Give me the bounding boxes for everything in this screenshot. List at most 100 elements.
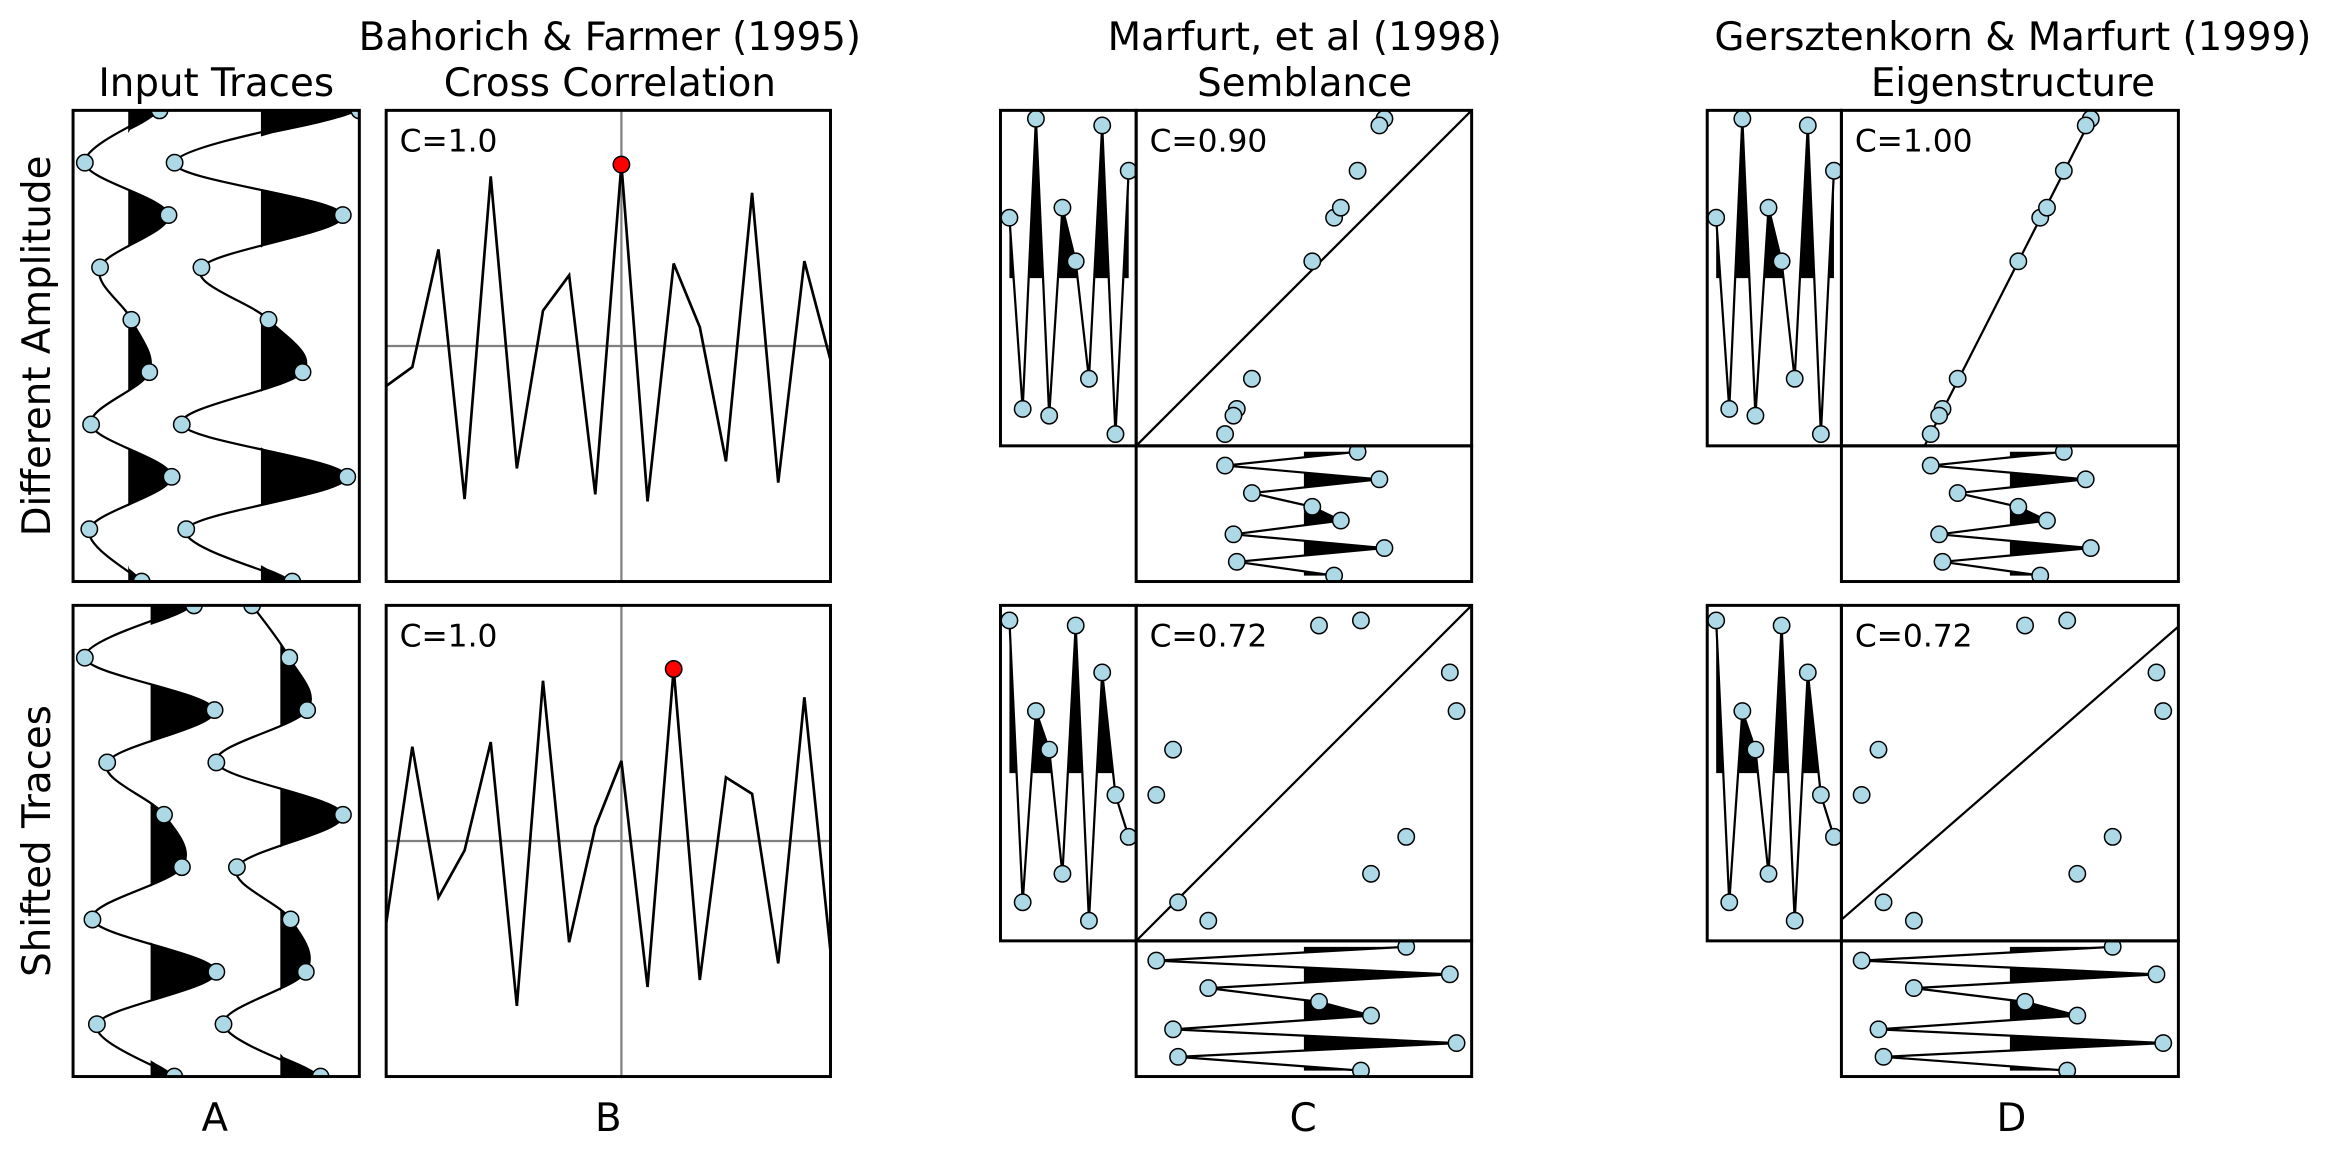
clip-group — [1852, 940, 2173, 1077]
marginal-frame — [1839, 939, 2180, 1079]
sample-marker — [1375, 539, 1394, 558]
sample-marker — [165, 153, 184, 172]
sample-marker — [1921, 456, 1940, 475]
sample-marker — [1066, 616, 1085, 635]
sample-marker — [1720, 399, 1739, 418]
trace-line — [1224, 450, 1385, 577]
sample-marker — [338, 467, 357, 486]
column-label: B — [595, 1096, 622, 1141]
coherence-label: C=0.72 — [1150, 619, 1268, 655]
trace-line — [1715, 620, 1836, 921]
sample-marker — [140, 363, 159, 382]
clip-group — [1707, 611, 1842, 930]
sample-marker — [281, 910, 300, 929]
sample-marker — [165, 1067, 184, 1077]
scatter-point — [1331, 198, 1350, 217]
sample-marker — [1759, 864, 1778, 883]
sample-marker — [1216, 456, 1235, 475]
scatter-point — [1440, 663, 1459, 682]
panel-frame — [384, 603, 832, 1079]
sample-marker — [1785, 911, 1804, 930]
sample-marker — [2058, 1061, 2077, 1077]
scatter-point — [1242, 369, 1261, 388]
scatter-point — [1874, 893, 1893, 912]
trace-line — [1156, 945, 1457, 1072]
panel-frame — [71, 108, 361, 584]
principal-axis — [1923, 110, 2097, 446]
sample-marker — [1785, 369, 1804, 388]
trace-line — [83, 110, 173, 582]
sample-marker — [80, 520, 99, 539]
correlation-line — [386, 164, 831, 502]
scatter-point — [1164, 740, 1183, 759]
column-label: D — [1996, 1096, 2026, 1141]
sample-marker — [1000, 208, 1019, 227]
sample-marker — [1733, 702, 1752, 721]
scatter-point — [1397, 827, 1416, 846]
sample-marker — [333, 805, 352, 824]
row-label: Different Amplitude — [15, 156, 60, 537]
positive-fill — [2009, 946, 2164, 1071]
panel-frame — [384, 108, 832, 584]
sample-marker — [1242, 484, 1261, 503]
scatter-point — [1930, 406, 1949, 425]
clip-group — [1147, 940, 1466, 1077]
positive-fill — [2009, 451, 2091, 576]
sample-marker — [1707, 611, 1726, 630]
sample-marker — [1169, 1047, 1188, 1066]
clip-group — [1921, 445, 2100, 582]
clip-group — [75, 605, 352, 1077]
coherence-label: C=0.90 — [1150, 124, 1268, 160]
coherence-label: C=1.00 — [1855, 124, 1973, 160]
scatter-point — [1310, 616, 1328, 635]
sample-marker — [162, 467, 181, 486]
sample-marker — [227, 858, 246, 877]
sample-marker — [98, 753, 117, 772]
scatter-point — [2054, 161, 2073, 180]
sample-marker — [1331, 511, 1350, 530]
sample-marker — [1904, 979, 1923, 998]
clip-group — [1000, 611, 1137, 930]
clip-group — [386, 110, 831, 582]
sample-marker — [1720, 893, 1739, 912]
sample-marker — [2016, 992, 2035, 1011]
column-title: Eigenstructure — [1871, 61, 2155, 106]
sample-marker — [296, 962, 315, 981]
scatter-point — [1362, 864, 1380, 883]
sample-marker — [1397, 940, 1416, 956]
panel-frame — [71, 603, 361, 1079]
sample-marker — [1053, 198, 1072, 217]
sample-marker — [2154, 1034, 2173, 1053]
clip-group — [1136, 605, 1472, 941]
sample-marker — [298, 701, 317, 720]
sample-marker — [1930, 525, 1949, 544]
sample-marker — [132, 572, 151, 582]
column-title: Gersztenkorn & Marfurt (1999) — [1714, 15, 2311, 60]
scatter-point — [1948, 369, 1967, 388]
sample-marker — [1106, 785, 1125, 804]
sample-marker — [1224, 525, 1243, 544]
sample-marker — [1869, 1020, 1888, 1039]
sample-marker — [192, 258, 211, 277]
reference-line — [1136, 110, 1472, 446]
coherence-label: C=0.72 — [1855, 619, 1973, 655]
column-title: Bahorich & Farmer (1995) — [359, 15, 861, 60]
sample-marker — [1351, 1061, 1370, 1077]
trace-line — [1861, 945, 2164, 1072]
positive-fill — [1716, 118, 1834, 279]
column-title: Semblance — [1197, 61, 1412, 106]
coherence-label: C=1.0 — [400, 619, 498, 655]
sample-marker — [1798, 663, 1817, 682]
sample-marker — [1147, 951, 1166, 970]
sample-marker — [1370, 470, 1389, 489]
principal-axis — [1841, 625, 2179, 922]
positive-fill — [150, 605, 217, 1077]
column-title: Cross Correlation — [444, 61, 776, 106]
sample-marker — [1811, 425, 1830, 444]
scatter-point — [1348, 161, 1367, 180]
sample-marker — [1227, 552, 1246, 571]
column-title: Input Traces — [98, 61, 334, 106]
sample-marker — [350, 110, 360, 120]
